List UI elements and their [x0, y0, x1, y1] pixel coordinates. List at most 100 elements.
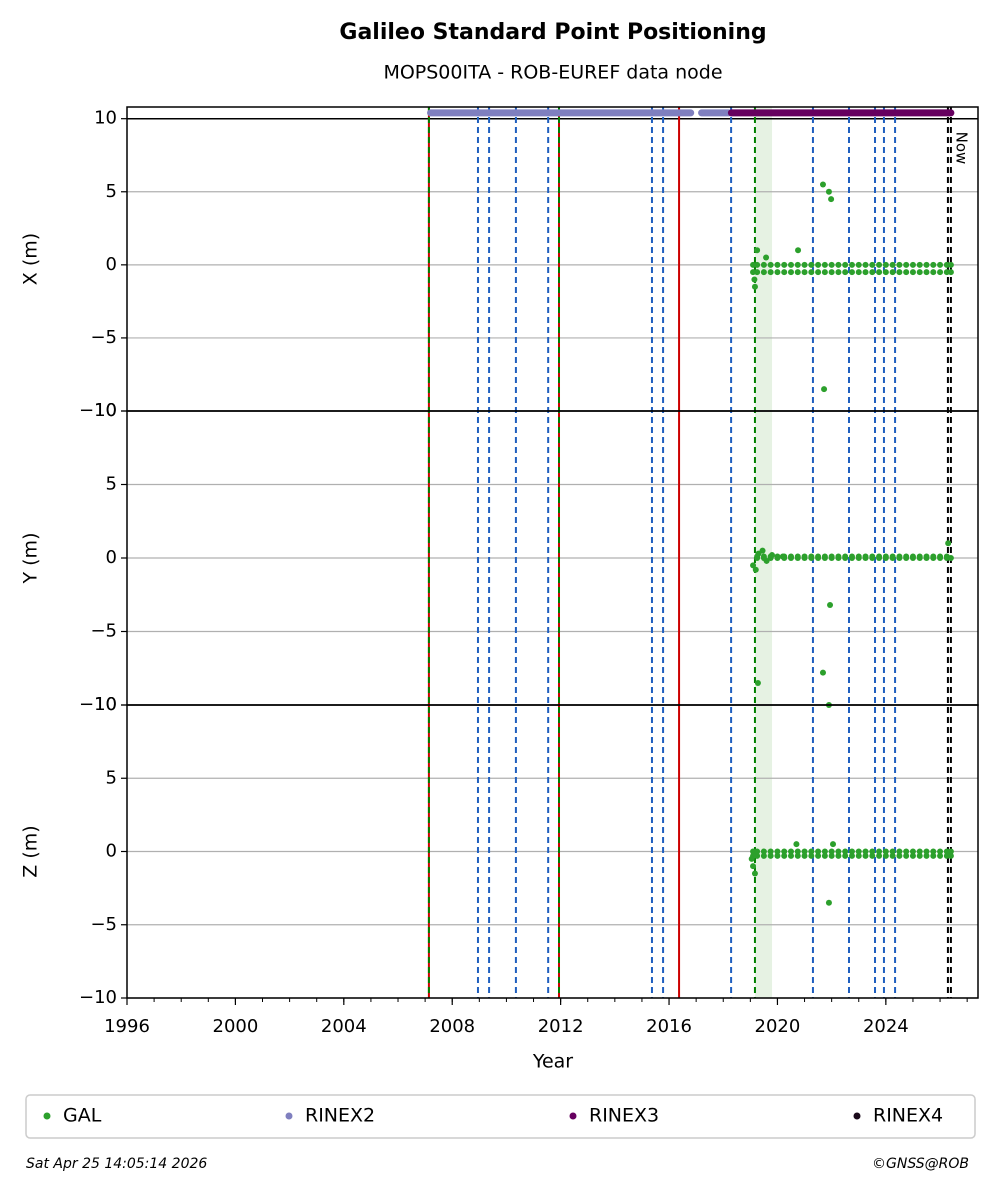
data-point	[930, 852, 937, 859]
x-tick-label: 2016	[646, 1016, 692, 1037]
data-point	[869, 852, 876, 859]
x-tick-label: 1996	[104, 1016, 150, 1037]
data-point	[828, 553, 835, 560]
data-point	[937, 269, 944, 276]
data-point	[835, 261, 842, 268]
data-point	[848, 852, 855, 859]
data-point	[842, 852, 849, 859]
data-point	[760, 269, 767, 276]
data-point	[767, 852, 774, 859]
data-point	[842, 848, 849, 855]
data-point	[801, 848, 808, 855]
data-point	[787, 852, 794, 859]
data-point	[808, 848, 815, 855]
data-point	[835, 848, 842, 855]
y-tick-label: 5	[106, 767, 117, 788]
data-point	[916, 269, 923, 276]
data-point	[903, 852, 910, 859]
legend-marker	[43, 1112, 51, 1120]
data-point	[774, 848, 781, 855]
data-point	[751, 276, 758, 283]
data-point	[808, 261, 815, 268]
x-tick-label: 2000	[213, 1016, 259, 1037]
data-point	[882, 261, 889, 268]
data-point	[750, 848, 757, 855]
data-point	[855, 852, 862, 859]
data-point	[947, 261, 954, 268]
data-point	[767, 848, 774, 855]
data-point	[937, 261, 944, 268]
data-point	[876, 261, 883, 268]
data-point	[882, 269, 889, 276]
legend-marker	[569, 1112, 577, 1120]
data-point	[930, 269, 937, 276]
data-point	[855, 269, 862, 276]
data-point	[794, 269, 801, 276]
data-point	[848, 848, 855, 855]
y-tick-label: 10	[94, 108, 117, 129]
data-point	[821, 848, 828, 855]
data-point	[945, 540, 952, 547]
data-point	[889, 553, 896, 560]
y-tick-label: 10	[94, 400, 117, 421]
data-point	[767, 261, 774, 268]
data-point	[815, 848, 822, 855]
y-tick-label: −5	[90, 327, 117, 348]
y-axis-label: Z (m)	[20, 825, 42, 877]
x-tick-label: 2024	[863, 1016, 909, 1037]
data-point	[819, 181, 826, 188]
data-point	[825, 899, 832, 906]
data-point	[862, 852, 869, 859]
data-point	[882, 848, 889, 855]
data-point	[808, 269, 815, 276]
data-point	[909, 852, 916, 859]
data-point	[896, 553, 903, 560]
data-point	[903, 269, 910, 276]
data-point	[916, 261, 923, 268]
data-point	[754, 679, 761, 686]
data-point	[889, 852, 896, 859]
data-point	[750, 562, 757, 569]
x-tick-label: 2020	[755, 1016, 801, 1037]
legend-box	[25, 1094, 976, 1139]
data-point	[787, 848, 794, 855]
chart-title: Galileo Standard Point Positioning	[339, 20, 766, 45]
data-point	[815, 261, 822, 268]
data-point	[848, 553, 855, 560]
data-point	[793, 841, 800, 848]
legend-label: RINEX2	[305, 1105, 375, 1127]
legend-label: RINEX3	[589, 1105, 659, 1127]
data-point	[909, 261, 916, 268]
data-point	[819, 669, 826, 676]
legend-label: GAL	[63, 1105, 102, 1127]
data-point	[916, 848, 923, 855]
data-point	[848, 261, 855, 268]
data-point	[855, 848, 862, 855]
data-point	[896, 261, 903, 268]
data-point	[876, 269, 883, 276]
data-point	[748, 855, 755, 862]
data-point	[869, 848, 876, 855]
data-point	[937, 848, 944, 855]
data-point	[842, 553, 849, 560]
data-point	[903, 261, 910, 268]
footer-timestamp: Sat Apr 25 14:05:14 2026	[26, 1156, 207, 1172]
data-point	[947, 852, 954, 859]
data-point	[876, 553, 883, 560]
data-point	[787, 269, 794, 276]
data-point	[882, 852, 889, 859]
data-point	[855, 553, 862, 560]
data-point	[923, 848, 930, 855]
data-point	[751, 870, 758, 877]
data-point	[835, 553, 842, 560]
data-point	[903, 553, 910, 560]
data-point	[801, 553, 808, 560]
data-point	[842, 269, 849, 276]
data-point	[862, 269, 869, 276]
y-tick-label: 5	[106, 474, 117, 495]
data-point	[842, 261, 849, 268]
data-point	[855, 261, 862, 268]
x-tick-label: 2004	[321, 1016, 367, 1037]
y-tick-label: 0	[106, 254, 117, 275]
